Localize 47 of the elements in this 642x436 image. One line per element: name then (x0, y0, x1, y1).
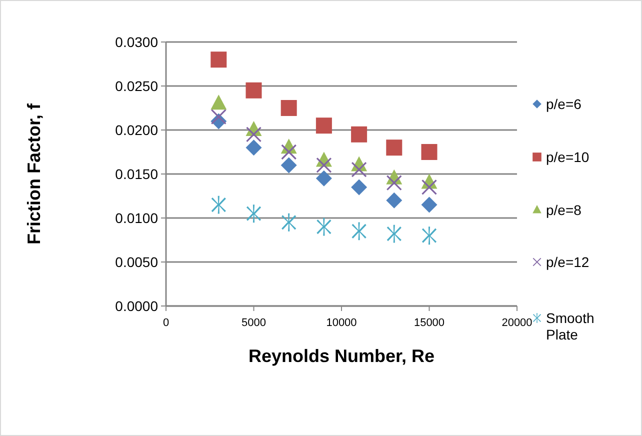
point (351, 162, 367, 178)
point (210, 109, 226, 125)
point (281, 144, 297, 160)
point (280, 100, 297, 116)
x-tick-label: 0 (162, 317, 170, 329)
y-tick-label: 0.0150 (115, 166, 158, 182)
point (246, 82, 262, 98)
point (351, 179, 368, 196)
x-tick-label: 5000 (242, 317, 266, 329)
point (282, 213, 296, 232)
y-axis-title: Friction Factor, f (24, 102, 44, 245)
y-tick-label: 0.0300 (115, 34, 158, 50)
point (352, 222, 366, 240)
point (246, 126, 262, 142)
point (316, 118, 332, 134)
x-tick-label: 10000 (326, 317, 357, 329)
x-axis-title: Reynolds Number, Re (248, 346, 435, 366)
y-tick-label: 0.0100 (115, 210, 158, 226)
point (316, 170, 332, 186)
legend-label: p/e=6 (546, 96, 582, 112)
legend-label: p/e=10 (546, 148, 590, 165)
point (246, 140, 262, 156)
point (210, 52, 227, 68)
point (246, 204, 262, 223)
point (211, 196, 226, 214)
legend-label: p/e=8 (546, 202, 582, 218)
y-tick-label: 0.0200 (115, 122, 158, 138)
point (210, 94, 227, 110)
point (280, 157, 297, 174)
x-tick-label: 20000 (502, 317, 532, 329)
point (421, 144, 438, 160)
point (422, 226, 437, 245)
point (386, 224, 402, 243)
y-tick-label: 0.0250 (115, 78, 158, 94)
point (316, 218, 332, 236)
point (351, 126, 368, 142)
point (386, 140, 402, 156)
point (316, 157, 332, 173)
x-tick-label: 15000 (414, 317, 445, 329)
point (421, 179, 438, 195)
point (386, 175, 402, 191)
legend-label: Smooth Plate (546, 310, 594, 343)
point (386, 192, 402, 208)
y-tick-label: 0.0000 (115, 298, 158, 314)
legend-label: p/e=12 (546, 254, 590, 270)
y-tick-label: 0.0050 (115, 254, 158, 270)
point (421, 196, 438, 213)
